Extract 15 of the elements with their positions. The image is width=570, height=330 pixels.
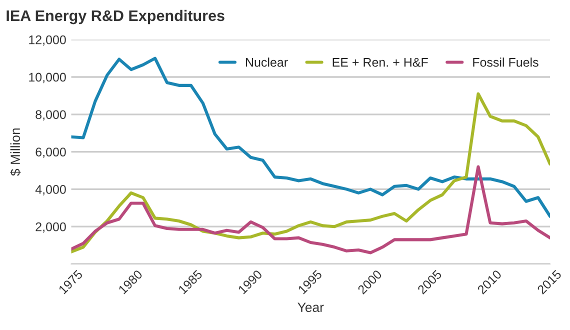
y-tick-label: 8,000 [36,110,66,121]
y-tick-label: 6,000 [36,148,66,158]
legend-label: EE + Ren. + H&F [332,58,428,67]
y-tick-label: 2,000 [36,222,66,233]
x-axis-title: Year [298,302,324,312]
line-series [71,92,550,254]
chart-title: IEA Energy R&D Expenditures [6,10,224,24]
y-tick-label: 4,000 [35,185,66,196]
y-tick-label: 12,000 [29,35,66,46]
legend-label: Fossil Fuels [473,58,538,67]
legend-label: Nuclear [246,58,288,67]
y-axis-title: $ Million [10,128,21,176]
line-series [71,165,550,254]
line-series [71,56,550,218]
y-tick-label: 10,000 [29,72,66,84]
